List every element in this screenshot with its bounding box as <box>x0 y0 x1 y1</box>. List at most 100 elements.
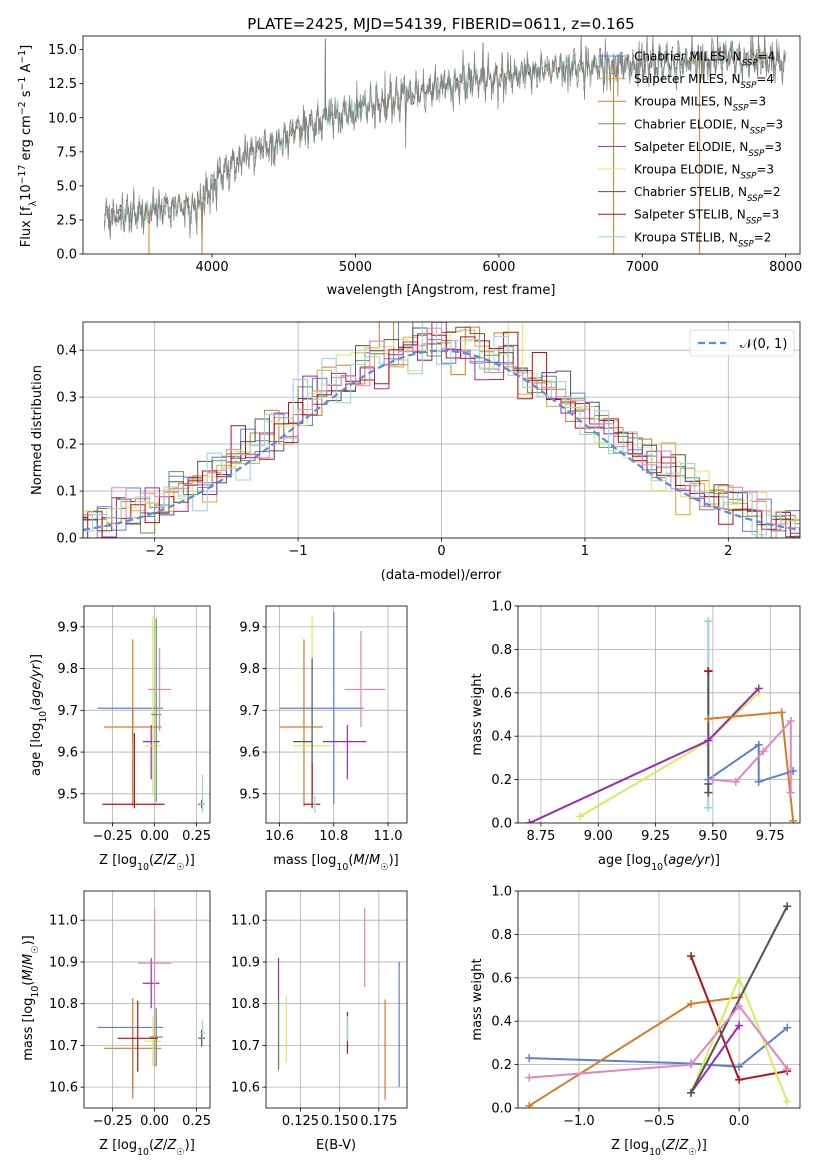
y-tick-label: 9.8 <box>239 662 260 677</box>
x-tick-label: 0.175 <box>360 1114 397 1129</box>
weight-line <box>529 1004 788 1079</box>
y-tick-label: 0.6 <box>491 686 512 701</box>
y-tick-label: 15.0 <box>48 43 77 58</box>
y-tick-label: 0.6 <box>491 971 512 986</box>
legend-label: Kroupa ELODIE, NSSP=3 <box>634 163 774 182</box>
weight-marker <box>777 708 786 717</box>
axes-age-vs-mass: 10.6 10.8 11.0 9.5 9.6 9.7 9.8 9.9 <box>239 605 408 844</box>
y-tick-label: 1.0 <box>491 885 512 900</box>
legend-frame <box>689 329 795 357</box>
axes-frame <box>82 35 801 255</box>
y-tick-label: 2.5 <box>56 213 77 228</box>
data-spectrum <box>104 36 786 254</box>
chart-title: PLATE=2425, MJD=54139, FIBERID=0611, z=0… <box>247 15 634 33</box>
errorbar-point <box>147 647 172 732</box>
x-tick-label: 0.125 <box>282 1114 319 1129</box>
axes-residuals: −2 −1 0 1 2 0.0 0.1 0.2 0.3 0.4 𝒩(0, 1) <box>56 321 801 559</box>
axes-spectrum: 4000 5000 6000 7000 8000 0.0 2.5 5.0 7.5 10.0 12.5… <box>48 35 802 275</box>
legend-label: Chabrier MILES, NSSP=4 <box>634 50 775 69</box>
weight-line <box>690 1024 740 1094</box>
y-tick-label: 0.0 <box>491 1102 512 1117</box>
x-tick-label: 10.8 <box>319 829 348 844</box>
x-tick-label: −0.5 <box>643 1114 675 1129</box>
weight-marker <box>708 775 717 784</box>
x-axis-label: E(B-V) <box>316 1138 356 1153</box>
y-tick-label: 7.5 <box>56 145 77 160</box>
x-tick-label: 9.50 <box>698 829 727 844</box>
weight-marker <box>786 788 795 797</box>
weight-marker <box>704 714 713 723</box>
y-tick-label: 10.7 <box>49 1039 78 1054</box>
weight-marker <box>575 812 584 821</box>
plot-area <box>266 891 407 1108</box>
x-tick-label: 0.0 <box>729 1114 750 1129</box>
grid <box>266 891 407 1108</box>
legend-label: Salpeter STELIB, NSSP=3 <box>634 208 779 227</box>
weight-marker <box>731 777 740 786</box>
x-tick-label: −2 <box>145 544 164 559</box>
y-tick-label: 0.0 <box>491 817 512 832</box>
weight-marker <box>687 1060 696 1069</box>
legend-label: Chabrier STELIB, NSSP=2 <box>634 185 781 204</box>
x-tick-label: −0.25 <box>93 829 133 844</box>
axes-weight-vs-Z: −1.0 −0.5 0.0 0.0 0.2 0.4 0.6 0.8 1.0 <box>491 885 801 1129</box>
x-tick-label: 6000 <box>482 260 515 275</box>
errorbar-point <box>322 724 367 780</box>
weight-marker <box>687 999 696 1008</box>
errorbar-point <box>137 908 172 1068</box>
x-tick-label: 9.75 <box>756 829 785 844</box>
y-tick-label: 9.9 <box>57 620 78 635</box>
errorbar-point <box>117 1000 158 1072</box>
x-axis-label: mass [log10(M/M☉)] <box>273 853 399 873</box>
weight-marker <box>789 816 798 823</box>
y-tick-label: 10.7 <box>231 1039 260 1054</box>
x-axis-label: Z [log10(Z/Z☉)] <box>611 1138 707 1158</box>
x-tick-label: 10.6 <box>265 829 294 844</box>
errorbar-point <box>279 639 323 807</box>
x-tick-label: 0 <box>437 544 445 559</box>
errorbar-point <box>144 1016 162 1067</box>
histogram-salpeter-stelib <box>83 331 800 538</box>
weight-line <box>529 1026 788 1068</box>
y-tick-label: 0.0 <box>56 248 77 263</box>
legend-label: Salpeter MILES, NSSP=4 <box>634 72 774 91</box>
weight-marker <box>754 740 763 749</box>
x-tick-label: 9.25 <box>641 829 670 844</box>
x-tick-label: 0.25 <box>182 1114 211 1129</box>
x-tick-label: −1.0 <box>563 1114 595 1129</box>
weight-line <box>707 742 794 784</box>
errorbar-point <box>142 958 160 1009</box>
y-tick-label: 9.5 <box>239 787 260 802</box>
y-axis-label: mass weight <box>470 958 485 1040</box>
grid <box>518 606 800 823</box>
y-tick-label: 9.6 <box>239 746 260 761</box>
weight-marker <box>704 667 713 676</box>
x-axis-label: Z [log10(Z/Z☉)] <box>99 1138 195 1158</box>
weight-line <box>712 718 792 793</box>
errorbar-point <box>199 775 205 813</box>
y-axis-label: Normed distribution <box>30 365 45 495</box>
x-tick-label: 0.00 <box>140 1114 169 1129</box>
y-tick-label: 1.0 <box>491 600 512 615</box>
axes-frame <box>517 890 801 1109</box>
y-tick-label: 9.7 <box>239 704 260 719</box>
errorbar-point <box>104 998 162 1099</box>
y-tick-label: 9.7 <box>57 704 78 719</box>
x-tick-label: 9.00 <box>584 829 613 844</box>
weight-marker <box>525 1073 534 1082</box>
y-axis-label: mass [log10(M/M☉)] <box>21 935 41 1061</box>
grid <box>84 606 210 823</box>
y-tick-label: 10.8 <box>231 997 260 1012</box>
errorbar-point <box>279 612 364 805</box>
y-tick-label: 0.4 <box>491 730 512 745</box>
plot-area <box>84 606 210 823</box>
weight-marker <box>525 819 534 823</box>
errorbar-point <box>149 1007 163 1067</box>
axes-age-vs-Z: −0.25 0.00 0.25 9.5 9.6 9.7 9.8 9.9 <box>57 605 211 844</box>
weight-marker <box>735 1021 744 1030</box>
x-axis-label: wavelength [Angstrom, rest frame] <box>327 283 556 298</box>
weight-marker <box>754 684 763 693</box>
y-tick-label: 11.0 <box>49 914 78 929</box>
plot-area <box>104 36 786 254</box>
